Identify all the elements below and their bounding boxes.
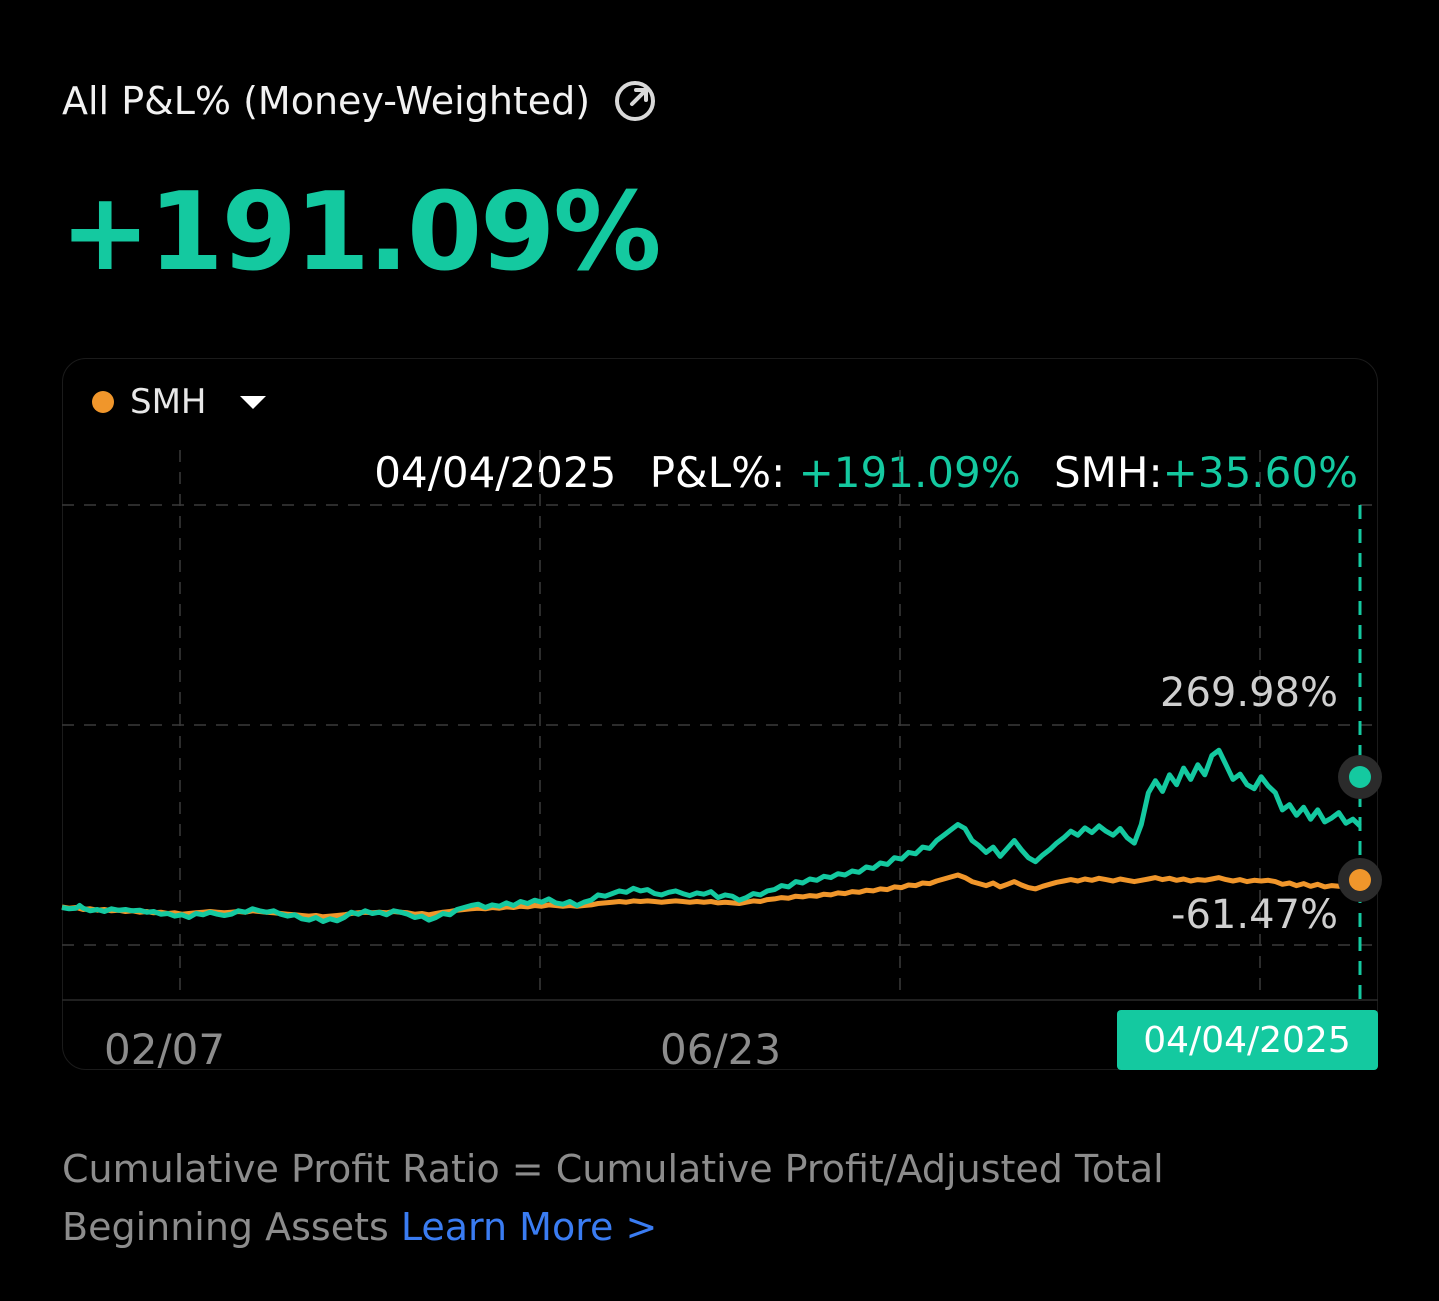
chart-grid: [62, 450, 1378, 1001]
benchmark-name: SMH: [130, 382, 207, 422]
benchmark-selector[interactable]: SMH: [92, 382, 267, 422]
y-label-top: 269.98%: [1160, 670, 1338, 716]
selected-date-label: 04/04/2025: [1143, 1020, 1351, 1061]
series-line-pl: [61, 747, 1362, 924]
benchmark-dot-icon: [92, 391, 114, 413]
smh-endpoint-dot: [1349, 869, 1371, 891]
selected-date-badge: [1117, 1010, 1378, 1070]
chart-series: [61, 505, 1382, 1005]
caret-down-icon: [240, 395, 267, 409]
x-tick-label: 02/07: [104, 1025, 225, 1074]
total-pl-value: +191.09%: [60, 170, 661, 295]
tooltip-pl-value: +191.09%: [798, 448, 1021, 497]
page-title-text: All P&L% (Money-Weighted): [62, 79, 591, 123]
chart-tooltip: 04/04/2025 P&L%: +191.09% SMH:+35.60%: [374, 448, 1358, 497]
footer-text: Cumulative Profit Ratio = Cumulative Pro…: [62, 1147, 1164, 1249]
x-tick-label: 06/23: [660, 1025, 781, 1074]
pl-endpoint-dot: [1349, 766, 1371, 788]
tooltip-pl-label: P&L%:: [649, 448, 786, 497]
chart-labels: 269.98% -61.47% 02/07 06/23 04/04/2025: [104, 670, 1378, 1074]
chart-card: [62, 358, 1378, 1070]
share-external-icon[interactable]: [612, 78, 658, 124]
page-title: All P&L% (Money-Weighted): [62, 78, 658, 124]
y-label-bottom: -61.47%: [1171, 892, 1338, 938]
tooltip-date: 04/04/2025: [374, 448, 617, 497]
learn-more-link[interactable]: Learn More >: [400, 1205, 658, 1249]
tooltip-smh-label: SMH:: [1054, 448, 1163, 497]
footer-note: Cumulative Profit Ratio = Cumulative Pro…: [62, 1140, 1262, 1256]
